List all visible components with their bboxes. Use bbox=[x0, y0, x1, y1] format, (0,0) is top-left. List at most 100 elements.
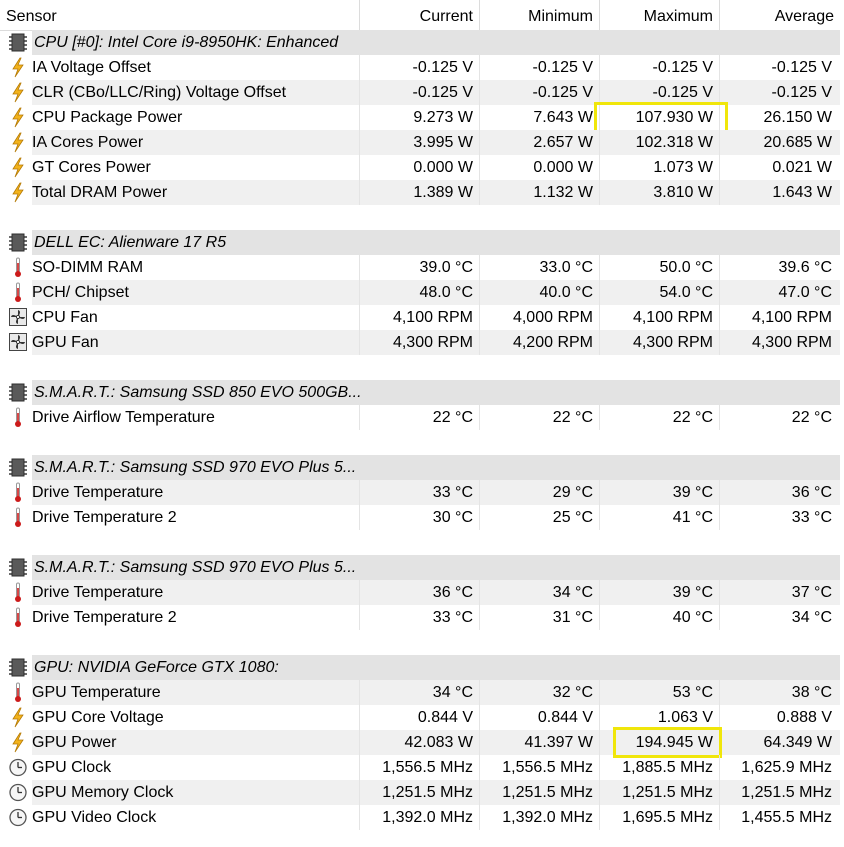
sensor-row[interactable]: Drive Temperature 2 30 °C 25 °C 41 °C 33 °C bbox=[0, 505, 840, 530]
column-header-sensor[interactable]: Sensor bbox=[0, 0, 360, 30]
row-background bbox=[32, 530, 840, 555]
sensor-average-value: 36 °C bbox=[791, 484, 832, 501]
sensor-row[interactable]: Drive Temperature 2 33 °C 31 °C 40 °C 34 °C bbox=[0, 605, 840, 630]
sensor-row[interactable]: GPU Fan 4,300 RPM 4,200 RPM 4,300 RPM 4,300 … bbox=[0, 330, 840, 355]
sensor-label: GT Cores Power bbox=[32, 155, 360, 180]
thermometer-icon bbox=[9, 582, 27, 603]
sensor-row[interactable]: GPU Power 42.083 W 41.397 W 194.945 W 64.349… bbox=[0, 727, 840, 758]
sensor-average-value: 64.349 W bbox=[763, 734, 832, 751]
sensor-minimum-value: 1,251.5 MHz bbox=[480, 780, 600, 805]
sensor-average-value: 1,455.5 MHz bbox=[741, 809, 832, 826]
sensor-row[interactable]: Total DRAM Power 1.389 W 1.132 W 3.810 W 1.6… bbox=[0, 180, 840, 205]
column-header-current[interactable]: Current bbox=[360, 0, 480, 30]
sensor-current-value: 33 °C bbox=[360, 480, 480, 505]
row-background bbox=[32, 430, 840, 455]
sensor-label: CPU Package Power bbox=[32, 105, 360, 130]
sensor-minimum-value: 7.643 W bbox=[480, 105, 600, 130]
row-background bbox=[32, 230, 840, 255]
column-header-average[interactable]: Average bbox=[774, 8, 834, 25]
sensor-row[interactable]: GPU Clock 1,556.5 MHz 1,556.5 MHz 1,885.5 M… bbox=[0, 755, 840, 780]
sensor-group-header[interactable]: S.M.A.R.T.: Samsung SSD 970 EVO Plus 5..… bbox=[0, 455, 840, 480]
row-background bbox=[32, 730, 840, 755]
group-label: S.M.A.R.T.: Samsung SSD 970 EVO Plus 5..… bbox=[34, 459, 357, 476]
spacer-row bbox=[0, 430, 840, 455]
sensor-label: Drive Temperature 2 bbox=[32, 605, 360, 630]
sensor-row[interactable]: CPU Fan 4,100 RPM 4,000 RPM 4,100 RPM 4,100 … bbox=[0, 305, 840, 330]
sensor-label: IA Cores Power bbox=[32, 130, 360, 155]
sensor-group-header[interactable]: S.M.A.R.T.: Samsung SSD 970 EVO Plus 5..… bbox=[0, 555, 840, 580]
sensor-label: GPU Memory Clock bbox=[32, 780, 360, 805]
sensor-row[interactable]: GPU Video Clock 1,392.0 MHz 1,392.0 MHz 1,6… bbox=[0, 805, 840, 830]
sensor-minimum-value: 29 °C bbox=[480, 480, 600, 505]
sensor-current-value: 22 °C bbox=[360, 405, 480, 430]
column-header-maximum[interactable]: Maximum bbox=[600, 0, 720, 30]
chip-icon bbox=[9, 232, 27, 253]
sensor-row[interactable]: PCH/ Chipset 48.0 °C 40.0 °C 54.0 °C 47.0 °C bbox=[0, 280, 840, 305]
sensor-maximum-value: 40 °C bbox=[600, 605, 720, 630]
sensor-minimum-value: -0.125 V bbox=[480, 55, 600, 80]
sensor-average-value: 1,251.5 MHz bbox=[741, 784, 832, 801]
column-header-minimum[interactable]: Minimum bbox=[480, 0, 600, 30]
sensor-current-value: 34 °C bbox=[360, 680, 480, 705]
voltage-icon bbox=[9, 732, 27, 753]
sensor-label: PCH/ Chipset bbox=[32, 280, 360, 305]
sensor-row[interactable]: CLR (CBo/LLC/Ring) Voltage Offset -0.125 … bbox=[0, 80, 840, 105]
sensor-row[interactable]: GT Cores Power 0.000 W 0.000 W 1.073 W 0.021… bbox=[0, 155, 840, 180]
sensor-label: IA Voltage Offset bbox=[32, 55, 360, 80]
sensor-row[interactable]: CPU Package Power 9.273 W 7.643 W 107.930 W… bbox=[0, 102, 840, 133]
sensor-row[interactable]: GPU Core Voltage 0.844 V 0.844 V 1.063 V 0.8… bbox=[0, 705, 840, 730]
spacer-row bbox=[0, 630, 840, 655]
sensor-row[interactable]: GPU Memory Clock 1,251.5 MHz 1,251.5 MHz 1,… bbox=[0, 780, 840, 805]
sensor-row[interactable]: IA Cores Power 3.995 W 2.657 W 102.318 W 20.… bbox=[0, 130, 840, 155]
sensor-average-value: 47.0 °C bbox=[778, 284, 832, 301]
sensor-group-header[interactable]: S.M.A.R.T.: Samsung SSD 850 EVO 500GB... bbox=[0, 380, 840, 405]
sensor-label: Drive Airflow Temperature bbox=[32, 405, 360, 430]
sensor-maximum-value: 194.945 W bbox=[600, 730, 720, 755]
sensor-current-value: 30 °C bbox=[360, 505, 480, 530]
chip-icon bbox=[9, 382, 27, 403]
row-background bbox=[32, 355, 840, 380]
sensor-group-header[interactable]: CPU [#0]: Intel Core i9-8950HK: Enhanced bbox=[0, 30, 840, 55]
sensor-maximum-value: 54.0 °C bbox=[600, 280, 720, 305]
voltage-icon bbox=[9, 182, 27, 203]
sensor-label: CPU Fan bbox=[32, 305, 360, 330]
row-background bbox=[32, 30, 840, 55]
row-background bbox=[32, 455, 840, 480]
chip-icon bbox=[9, 657, 27, 678]
sensor-minimum-value: 32 °C bbox=[480, 680, 600, 705]
sensor-group-header[interactable]: GPU: NVIDIA GeForce GTX 1080: bbox=[0, 655, 840, 680]
thermometer-icon bbox=[9, 482, 27, 503]
sensor-maximum-value: 22 °C bbox=[600, 405, 720, 430]
sensor-average-value: 38 °C bbox=[791, 684, 832, 701]
sensor-average-value: 39.6 °C bbox=[778, 259, 832, 276]
sensor-label: GPU Clock bbox=[32, 755, 360, 780]
sensor-row[interactable]: GPU Temperature 34 °C 32 °C 53 °C 38 °C bbox=[0, 680, 840, 705]
sensor-row[interactable]: IA Voltage Offset -0.125 V -0.125 V -0.125 … bbox=[0, 55, 840, 80]
sensor-current-value: 48.0 °C bbox=[360, 280, 480, 305]
row-background bbox=[32, 180, 840, 205]
sensor-row[interactable]: SO-DIMM RAM 39.0 °C 33.0 °C 50.0 °C 39.6 °C bbox=[0, 255, 840, 280]
sensor-row[interactable]: Drive Airflow Temperature 22 °C 22 °C 22 °C… bbox=[0, 405, 840, 430]
sensor-label: Drive Temperature 2 bbox=[32, 505, 360, 530]
thermometer-icon bbox=[9, 257, 27, 278]
row-background bbox=[32, 130, 840, 155]
thermometer-icon bbox=[9, 407, 27, 428]
sensor-minimum-value: 4,200 RPM bbox=[480, 330, 600, 355]
sensor-maximum-value: 50.0 °C bbox=[600, 255, 720, 280]
sensor-maximum-value: 39 °C bbox=[600, 480, 720, 505]
sensor-minimum-value: 40.0 °C bbox=[480, 280, 600, 305]
sensor-label: SO-DIMM RAM bbox=[32, 255, 360, 280]
sensor-current-value: 4,100 RPM bbox=[360, 305, 480, 330]
sensor-minimum-value: 1,392.0 MHz bbox=[480, 805, 600, 830]
sensor-group-header[interactable]: DELL EC: Alienware 17 R5 bbox=[0, 230, 840, 255]
sensor-maximum-value: -0.125 V bbox=[600, 55, 720, 80]
row-background bbox=[32, 655, 840, 680]
sensor-row[interactable]: Drive Temperature 33 °C 29 °C 39 °C 36 °C bbox=[0, 480, 840, 505]
sensor-label: GPU Fan bbox=[32, 330, 360, 355]
row-background bbox=[32, 555, 840, 580]
sensor-minimum-value: 1,556.5 MHz bbox=[480, 755, 600, 780]
sensor-average-value: 33 °C bbox=[791, 509, 832, 526]
sensor-minimum-value: 33.0 °C bbox=[480, 255, 600, 280]
sensor-row[interactable]: Drive Temperature 36 °C 34 °C 39 °C 37 °C bbox=[0, 580, 840, 605]
fan-icon bbox=[9, 332, 27, 353]
